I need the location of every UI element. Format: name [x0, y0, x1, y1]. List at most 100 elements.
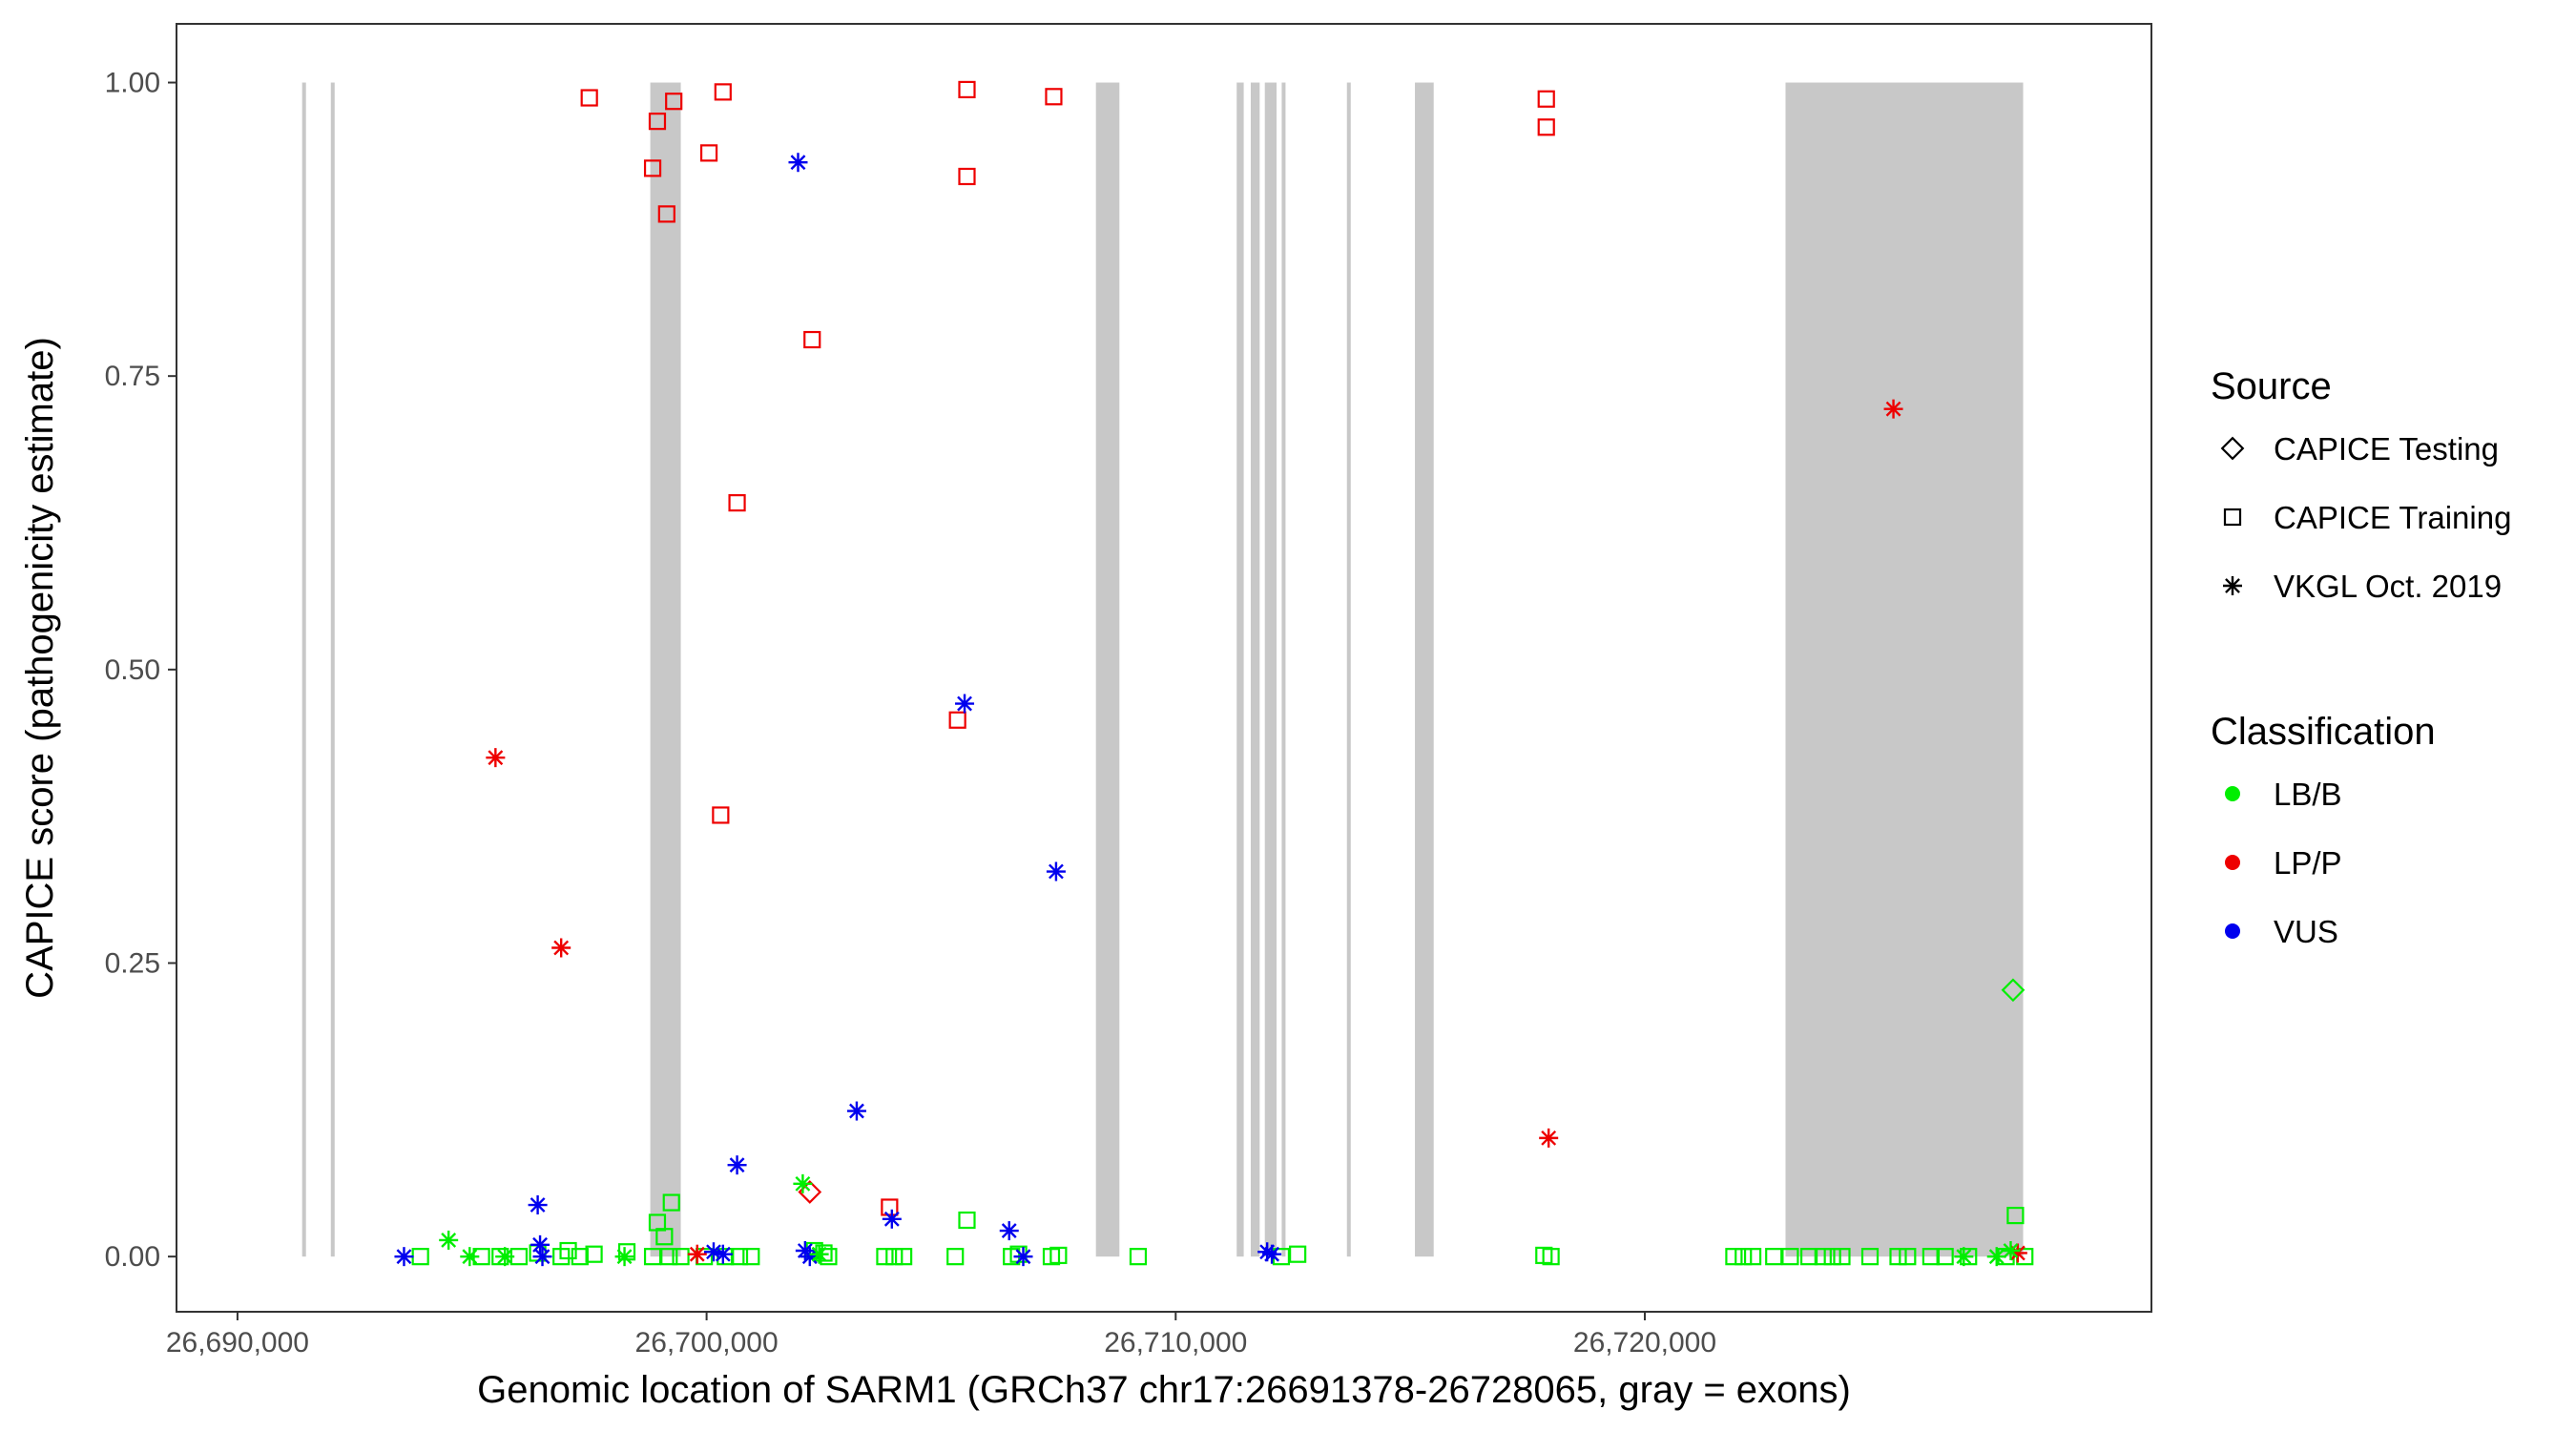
point-square-LPP-16	[1537, 90, 1555, 108]
legend-source: Source CAPICE Testing CAPICE Training VKGL…	[2211, 365, 2511, 604]
point-square-LBB-15	[660, 1248, 678, 1266]
point-asterisk-LBB-8	[1986, 1247, 2006, 1267]
legend-classification: Classification LB/B LP/P VUS	[2211, 711, 2436, 949]
point-asterisk-VUS-1	[394, 1247, 414, 1267]
legend-class-label: VUS	[2274, 914, 2338, 949]
point-asterisk-VUS-4	[532, 1247, 552, 1267]
point-square-LBB-25	[885, 1248, 904, 1266]
exon-band-4	[1095, 82, 1120, 1257]
legend-source-title: Source	[2211, 365, 2332, 407]
point-square-LPP-3	[648, 113, 667, 131]
point-square-LPP-5	[665, 93, 683, 111]
point-asterisk-VUS-8	[788, 153, 808, 173]
point-square-LBB-19	[730, 1248, 749, 1266]
point-asterisk-VUS-11	[846, 1101, 866, 1121]
y-axis-title: CAPICE score (pathogenicity estimate)	[19, 337, 61, 999]
legend-source-key-square	[2223, 508, 2242, 527]
exon-band-5	[1236, 82, 1244, 1257]
exon-bands	[301, 82, 2024, 1257]
point-square-LBB-38	[1725, 1248, 1743, 1266]
legend-source-label: CAPICE Training	[2274, 500, 2511, 535]
point-square-LBB-48	[1889, 1248, 1907, 1266]
point-square-LPP-1	[580, 89, 598, 107]
point-square-LBB-44	[1814, 1248, 1832, 1266]
point-asterisk-LBB-1	[439, 1230, 459, 1250]
point-square-LPP-10	[803, 330, 821, 349]
point-square-LBB-47	[1860, 1248, 1880, 1266]
point-asterisk-LBB-6	[809, 1244, 829, 1264]
point-asterisk-VUS-15	[1013, 1247, 1033, 1267]
legend-source-label: VKGL Oct. 2019	[2274, 569, 2502, 604]
point-square-LBB-16	[672, 1248, 690, 1266]
point-asterisk-VUS-16	[1046, 861, 1066, 881]
point-asterisk-VUS-10	[800, 1247, 820, 1267]
point-square-LBB-37	[1542, 1248, 1560, 1266]
point-asterisk-VUS-14	[999, 1221, 1019, 1241]
point-square-LBB-54	[2006, 1206, 2025, 1225]
x-axis: 26,690,000 26,700,000 26,710,000 26,720,000	[166, 1312, 1716, 1358]
point-asterisk-LPP-5	[1539, 1128, 1559, 1148]
point-square-LBB-39	[1735, 1248, 1753, 1266]
point-square-LBB-43	[1799, 1248, 1818, 1266]
legend-source-key-diamond	[2220, 436, 2245, 461]
x-tick-label: 26,700,000	[635, 1327, 779, 1358]
point-asterisk-VUS-13	[955, 694, 975, 714]
point-asterisk-VUS-7	[727, 1155, 747, 1175]
legend-class-label: LB/B	[2274, 777, 2342, 812]
point-square-LBB-35	[1289, 1245, 1307, 1263]
x-axis-title: Genomic location of SARM1 (GRCh37 chr17:…	[477, 1369, 1851, 1411]
point-square-LBB-49	[1899, 1248, 1917, 1266]
point-square-LBB-9	[585, 1245, 603, 1263]
legend-source-key-asterisk	[2223, 576, 2242, 595]
point-asterisk-VUS-18	[1262, 1244, 1282, 1264]
point-square-LBB-27	[946, 1248, 965, 1266]
point-asterisk-LPP-1	[486, 748, 506, 768]
point-square-LBB-20	[742, 1248, 760, 1266]
point-square-LBB-24	[876, 1248, 894, 1266]
legend-class-key-LBB	[2225, 786, 2240, 801]
y-axis: 0.00 0.25 0.50 0.75 1.00	[105, 68, 177, 1273]
exon-band-2	[330, 82, 335, 1257]
exon-band-9	[1346, 82, 1351, 1257]
data-points	[394, 80, 2034, 1267]
point-square-LBB-22	[815, 1244, 833, 1262]
exon-band-10	[1415, 82, 1434, 1257]
point-square-LPP-6	[699, 144, 718, 162]
exon-band-7	[1264, 82, 1278, 1257]
point-square-LBB-42	[1781, 1248, 1799, 1266]
point-square-LPP-12	[948, 711, 966, 729]
exon-band-1	[301, 82, 306, 1257]
point-square-LPP-7	[714, 83, 732, 101]
point-asterisk-LBB-4	[614, 1247, 634, 1267]
legend-class-key-LPP	[2225, 855, 2240, 870]
point-asterisk-LBB-7	[1954, 1247, 1974, 1267]
point-square-LPP-14	[958, 167, 976, 186]
point-square-LPP-2	[643, 159, 662, 177]
exon-band-8	[1281, 82, 1286, 1257]
point-square-LBB-8	[571, 1248, 589, 1266]
point-square-LPP-8	[712, 806, 730, 824]
point-square-LPP-9	[728, 493, 746, 512]
point-asterisk-LPP-2	[551, 938, 571, 958]
point-asterisk-LBB-9	[2001, 1241, 2021, 1261]
point-square-LPP-4	[657, 205, 675, 223]
exon-band-3	[650, 82, 681, 1257]
legend-classification-title: Classification	[2211, 711, 2436, 753]
plot-panel-border	[176, 23, 2152, 1313]
point-square-LBB-32	[1049, 1246, 1068, 1265]
x-tick-label: 26,720,000	[1573, 1327, 1716, 1358]
y-tick-label: 1.00	[105, 68, 160, 99]
x-tick-label: 26,690,000	[166, 1327, 309, 1358]
point-asterisk-VUS-2	[528, 1195, 548, 1215]
legend-source-label: CAPICE Testing	[2274, 431, 2499, 467]
point-square-LBB-7	[559, 1241, 577, 1260]
point-square-LBB-33	[1129, 1248, 1148, 1266]
point-square-LBB-14	[662, 1193, 680, 1212]
point-square-LPP-17	[1537, 118, 1555, 136]
y-tick-label: 0.00	[105, 1241, 160, 1273]
point-asterisk-VUS-3	[530, 1234, 551, 1255]
point-asterisk-LPP-4	[1883, 399, 1903, 419]
y-tick-label: 0.75	[105, 361, 160, 392]
point-square-LBB-26	[895, 1248, 913, 1266]
